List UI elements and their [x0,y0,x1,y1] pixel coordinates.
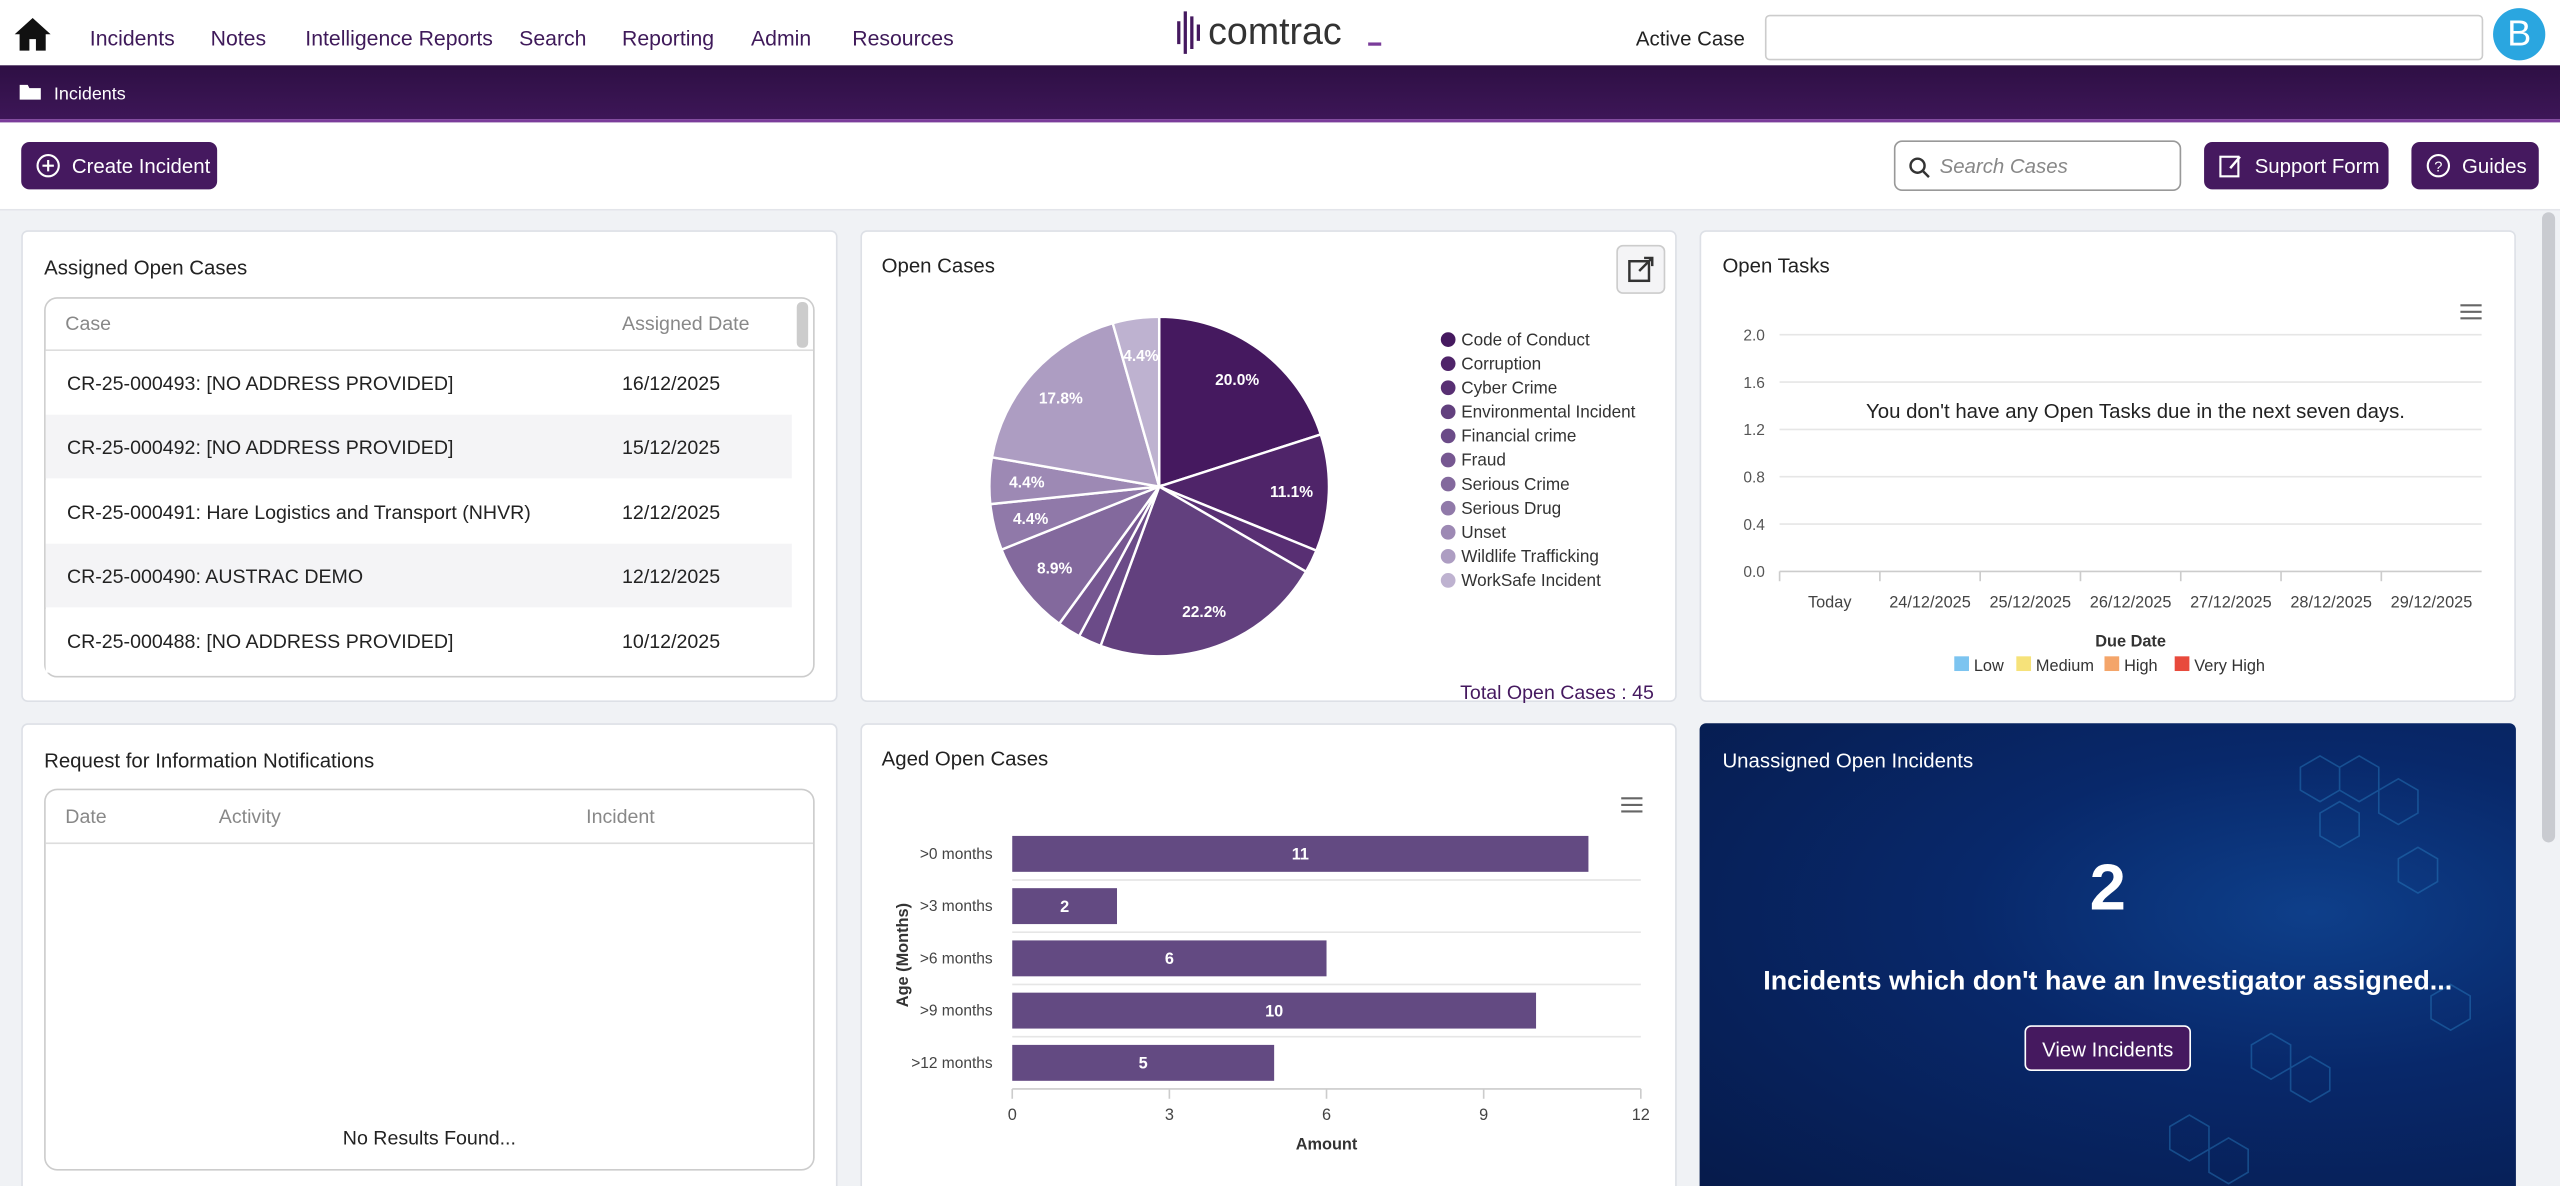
breadcrumb-bar [0,65,2560,123]
table-row[interactable] [45,415,792,480]
empty-message: No Results Found... [342,1126,516,1150]
table-row[interactable] [45,351,792,415]
open-tasks-panel [1699,230,2516,703]
create-incident-button[interactable]: Create Incident [21,142,218,190]
table-row[interactable] [45,543,792,608]
nav-item[interactable]: Notes [210,26,267,51]
nav-item[interactable]: Search [519,26,587,51]
table-cell: CR-25-000493: [NO ADDRESS PROVIDED] [66,372,454,396]
table-row[interactable] [45,479,792,544]
scrollbar[interactable] [2542,212,2556,843]
column-header: Date [65,804,107,828]
active-case-label: Active Case [1635,27,1745,51]
open-link-button[interactable] [1616,244,1666,294]
search-placeholder: Search Cases [1939,155,2068,178]
guides-button[interactable]: ? Guides [2411,142,2539,190]
table-cell: 12/12/2025 [622,565,721,589]
table-row[interactable] [45,608,792,672]
logo: comtrac [1208,9,1342,53]
view-incidents-button[interactable]: View Incidents [2024,1025,2192,1072]
unassigned-text: Incidents which don't have an Investigat… [1763,966,2453,996]
support-form-button[interactable]: Support Form [2204,142,2389,190]
nav-item[interactable]: Admin [751,26,812,51]
unassigned-panel [1699,723,2516,1186]
nav-item[interactable]: Incidents [89,26,175,51]
table-cell: CR-25-000491: Hare Logistics and Transpo… [66,500,531,524]
table-cell: 10/12/2025 [622,629,721,653]
table-cell: 16/12/2025 [622,372,721,396]
svg-text:?: ? [2434,159,2442,175]
table-cell: CR-25-000488: [NO ADDRESS PROVIDED] [66,629,454,653]
logo-mark [1177,11,1200,54]
column-header: Case [65,311,112,335]
table-cell: CR-25-000492: [NO ADDRESS PROVIDED] [66,436,454,460]
aged-cases-panel [860,723,1677,1186]
table-cell: CR-25-000490: AUSTRAC DEMO [66,565,364,589]
header-rule [45,842,814,845]
panel-title: Assigned Open Cases [44,256,248,280]
table-cell: 15/12/2025 [622,436,721,460]
table-scrollbar[interactable] [796,302,809,348]
hex-pattern [2168,754,2472,1185]
nav-item[interactable]: Intelligence Reports [305,26,493,51]
panel-title: Request for Information Notifications [44,749,375,773]
column-header: Assigned Date [622,311,750,335]
home-icon[interactable] [13,16,52,52]
open-cases-panel [860,230,1677,703]
table-cell: 12/12/2025 [622,500,721,524]
guides-label: Guides [2462,154,2527,178]
nav-item[interactable]: Resources [852,26,954,51]
create-incident-label: Create Incident [71,154,211,178]
rfi-table [44,788,815,1171]
assigned-table [44,297,815,678]
logo-cursor [1368,42,1382,46]
toolbar [0,122,2560,211]
nav-item[interactable]: Reporting [622,26,715,51]
search-box[interactable]: Search Cases [1893,140,2182,192]
breadcrumb[interactable]: Incidents [53,84,126,105]
header-rule [45,349,814,352]
unassigned-count: 2 [2089,852,2126,925]
panel-title: Unassigned Open Incidents [1722,749,1974,773]
column-header: Activity [218,804,281,828]
active-case-input[interactable] [1764,14,2484,61]
folder-icon [19,84,41,100]
column-header: Incident [586,804,655,828]
avatar[interactable]: B [2493,8,2546,61]
rfi-panel [21,723,838,1186]
support-form-label: Support Form [2254,154,2380,178]
